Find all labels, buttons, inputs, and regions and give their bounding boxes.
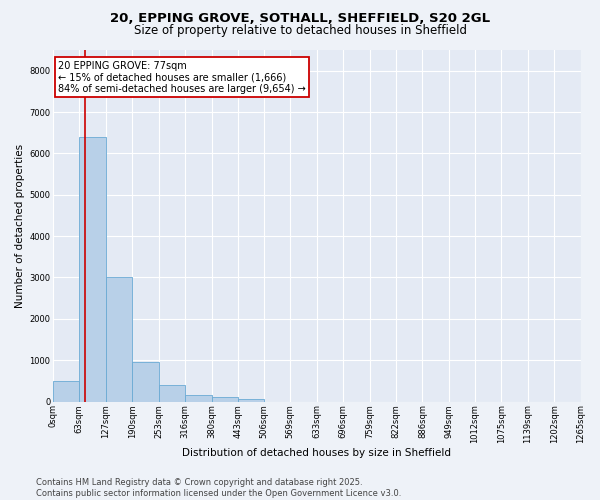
Bar [158, 385, 185, 402]
Text: 20 EPPING GROVE: 77sqm
← 15% of detached houses are smaller (1,666)
84% of semi-: 20 EPPING GROVE: 77sqm ← 15% of detached… [58, 60, 306, 94]
X-axis label: Distribution of detached houses by size in Sheffield: Distribution of detached houses by size … [182, 448, 451, 458]
Bar [53, 381, 79, 402]
Bar [185, 396, 212, 402]
Bar [79, 137, 106, 402]
Text: 20, EPPING GROVE, SOTHALL, SHEFFIELD, S20 2GL: 20, EPPING GROVE, SOTHALL, SHEFFIELD, S2… [110, 12, 490, 26]
Bar [238, 400, 264, 402]
Text: Contains HM Land Registry data © Crown copyright and database right 2025.
Contai: Contains HM Land Registry data © Crown c… [36, 478, 401, 498]
Y-axis label: Number of detached properties: Number of detached properties [15, 144, 25, 308]
Text: Size of property relative to detached houses in Sheffield: Size of property relative to detached ho… [133, 24, 467, 37]
Bar [212, 398, 238, 402]
Bar [106, 278, 132, 402]
Bar [132, 362, 158, 402]
